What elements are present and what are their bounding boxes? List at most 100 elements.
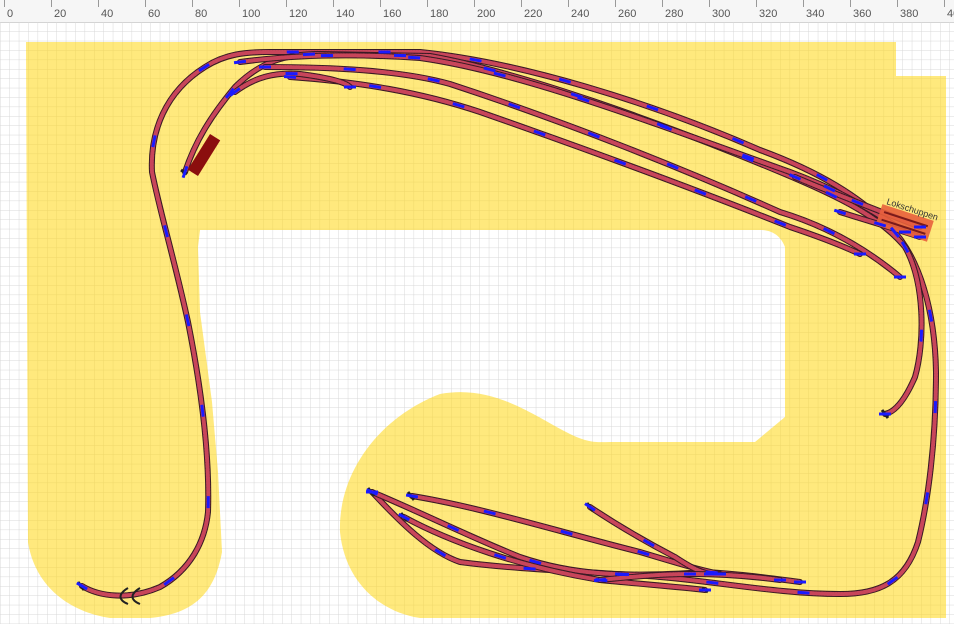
rail-joiner	[584, 502, 596, 512]
track-connectors	[76, 50, 938, 595]
ruler-tick-label: 60	[148, 8, 161, 20]
rail-joiner	[286, 50, 299, 54]
ruler-tick-label: 180	[430, 8, 449, 20]
rail-joiner	[558, 77, 572, 84]
rail-joiner	[889, 226, 900, 238]
ruler-tick	[615, 0, 616, 7]
rail-joiner	[873, 221, 887, 228]
ruler-tick-label: 120	[289, 8, 308, 20]
ruler-tick-label: 320	[759, 8, 778, 20]
rail-joiner	[823, 184, 836, 193]
rail-joiner	[886, 575, 899, 586]
rail-joiner	[927, 309, 934, 322]
ruler-tick-label: 220	[524, 8, 543, 20]
rail-joiner	[408, 55, 421, 60]
ruler-tick	[803, 0, 804, 7]
rail-joiner	[508, 102, 521, 110]
rail-joiner	[447, 524, 460, 532]
track-yard-3[interactable]	[402, 515, 707, 592]
rail-joiner	[933, 400, 938, 414]
rail-joiner	[714, 572, 726, 576]
ruler-tick-label: 40	[101, 8, 114, 20]
rail-joiner	[233, 59, 247, 65]
ruler-tick	[333, 0, 334, 7]
ruler-tick-label: 200	[477, 8, 496, 20]
ruler-tick	[568, 0, 569, 7]
rail-joiner	[285, 71, 298, 76]
rail-joiner	[344, 85, 356, 89]
rail-joiner	[434, 548, 447, 558]
rail-joiner	[283, 75, 297, 79]
ruler-tick	[944, 0, 945, 7]
rail-joiner	[343, 67, 356, 72]
rail-joiner	[851, 198, 864, 206]
rail-joiner	[76, 581, 88, 591]
ruler-tick-label: 340	[806, 8, 825, 20]
track-main-outer[interactable]	[80, 50, 939, 598]
ruler-tick-label: 260	[618, 8, 637, 20]
ruler-tick	[662, 0, 663, 7]
ruler-tick	[98, 0, 99, 7]
rail-joiner	[560, 529, 573, 536]
track-station-3[interactable]	[288, 75, 862, 256]
wagon[interactable]	[187, 134, 221, 176]
ruler-tick	[427, 0, 428, 7]
rail-joiner	[393, 53, 407, 58]
ruler-tick	[380, 0, 381, 7]
rail-joiner	[774, 219, 787, 227]
ruler-tick-label: 240	[571, 8, 590, 20]
ruler-tick-label: 380	[900, 8, 919, 20]
rail-joiner	[613, 158, 627, 166]
rail-joiner	[493, 71, 506, 78]
track-station-4[interactable]	[233, 71, 352, 94]
rail-joiner	[794, 580, 806, 584]
end-marker	[119, 587, 141, 605]
rail-joiner	[229, 87, 241, 97]
rail-joiner	[200, 404, 205, 417]
rail-joiner	[914, 225, 926, 229]
ruler-tick	[521, 0, 522, 7]
rail-joiner	[797, 590, 810, 595]
rail-joiner	[368, 84, 382, 89]
ruler-tick-label: 400	[947, 8, 954, 20]
rail-joiner	[378, 50, 391, 54]
rail-joiner	[833, 208, 847, 216]
rail-joiner	[577, 96, 590, 103]
ruler-tick-label: 280	[665, 8, 684, 20]
loco-shed[interactable]	[875, 204, 934, 242]
ruler-tick-label: 160	[383, 8, 402, 20]
rail-joiner	[706, 580, 719, 585]
rail-joiner	[899, 230, 911, 234]
rail-joiner	[694, 188, 707, 196]
ruler-tick-label: 80	[195, 8, 208, 20]
rail-joiner	[919, 329, 924, 342]
layout-canvas[interactable]: Lokschuppen	[0, 22, 954, 624]
rail-joiner	[879, 412, 891, 416]
rail-joiner	[774, 578, 786, 582]
ruler-tick	[850, 0, 851, 7]
rail-joiner	[666, 162, 679, 170]
rail-joiner	[181, 165, 189, 179]
rail-joiner	[469, 57, 482, 63]
ruler-tick-label: 140	[336, 8, 355, 20]
rail-joiner	[894, 275, 906, 279]
ruler-tick	[756, 0, 757, 7]
rail-joiner	[365, 488, 379, 496]
rail-joiner	[822, 227, 836, 236]
rail-joiner	[684, 572, 697, 576]
rail-joiner	[924, 492, 930, 505]
ruler-tick	[192, 0, 193, 7]
rail-joiner	[184, 314, 191, 327]
rail-joiner	[398, 512, 410, 522]
track-yard-4[interactable]	[588, 505, 712, 576]
ruler-tick	[239, 0, 240, 7]
rail-joiner	[493, 553, 507, 560]
ruler-tick	[4, 0, 5, 7]
track-plan[interactable]: Lokschuppen	[0, 22, 954, 624]
ruler-tick	[709, 0, 710, 7]
ruler-tick-label: 360	[853, 8, 872, 20]
rail-joiner	[198, 63, 210, 73]
rail-joiner	[699, 588, 711, 592]
ruler-tick	[51, 0, 52, 7]
rail-joiner	[523, 566, 536, 571]
